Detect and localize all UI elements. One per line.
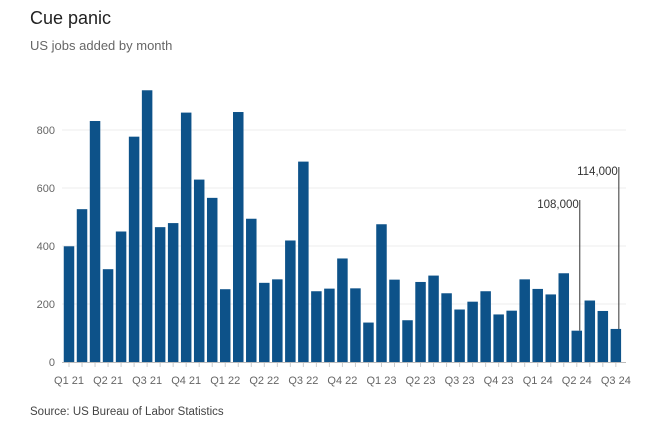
y-tick-label: 800 bbox=[37, 125, 55, 137]
bar bbox=[219, 289, 231, 362]
bar bbox=[350, 288, 361, 362]
bar bbox=[597, 310, 609, 362]
bar bbox=[610, 328, 622, 362]
bar bbox=[415, 281, 426, 362]
x-tick-label: Q3 21 bbox=[132, 375, 162, 387]
bar bbox=[493, 314, 504, 362]
bar bbox=[441, 293, 452, 362]
y-tick-label: 200 bbox=[37, 299, 55, 311]
x-tick-label: Q3 22 bbox=[288, 375, 318, 387]
bar bbox=[506, 310, 517, 362]
bar bbox=[128, 136, 140, 362]
x-tick-label: Q1 23 bbox=[366, 375, 396, 387]
bar bbox=[259, 282, 270, 362]
annotation-label: 114,000 bbox=[577, 166, 618, 178]
bar bbox=[246, 218, 257, 362]
x-tick-label: Q2 23 bbox=[406, 375, 436, 387]
x-tick-label: Q4 21 bbox=[171, 375, 201, 387]
bar bbox=[376, 224, 387, 362]
x-tick-label: Q2 21 bbox=[93, 375, 123, 387]
bar bbox=[545, 294, 556, 362]
bar bbox=[454, 309, 465, 362]
chart-title: Cue panic bbox=[30, 8, 112, 28]
bar bbox=[337, 258, 348, 362]
bar bbox=[180, 112, 192, 362]
bar bbox=[154, 227, 166, 362]
bar bbox=[584, 300, 596, 362]
bar bbox=[102, 269, 114, 362]
bar bbox=[571, 330, 583, 362]
bar bbox=[311, 291, 322, 362]
y-tick-label: 0 bbox=[49, 357, 55, 369]
x-tick-label: Q4 23 bbox=[484, 375, 514, 387]
bar bbox=[141, 90, 153, 363]
bar bbox=[285, 240, 296, 362]
x-tick-label: Q1 22 bbox=[210, 375, 240, 387]
bar bbox=[115, 231, 127, 362]
bar bbox=[467, 301, 478, 362]
annotation-label: 108,000 bbox=[537, 199, 579, 211]
bar bbox=[389, 279, 400, 362]
bar bbox=[76, 209, 88, 362]
bar bbox=[402, 320, 413, 362]
bar bbox=[324, 288, 335, 362]
bar bbox=[532, 288, 543, 362]
y-tick-label: 400 bbox=[37, 241, 55, 253]
y-tick-label: 600 bbox=[37, 183, 55, 195]
bar bbox=[298, 161, 309, 362]
chart-subtitle: US jobs added by month bbox=[30, 38, 173, 53]
source-note: Source: US Bureau of Labor Statistics bbox=[30, 406, 224, 418]
x-tick-label: Q2 22 bbox=[249, 375, 279, 387]
bar bbox=[233, 112, 244, 363]
bar bbox=[167, 223, 179, 362]
x-tick-label: Q3 24 bbox=[601, 375, 631, 387]
bar bbox=[89, 121, 101, 362]
bar bbox=[480, 291, 491, 362]
x-tick-label: Q1 24 bbox=[523, 375, 553, 387]
bar bbox=[519, 279, 530, 362]
bar bbox=[63, 246, 75, 362]
bar bbox=[428, 275, 439, 362]
x-tick-label: Q1 21 bbox=[54, 375, 84, 387]
x-tick-label: Q2 24 bbox=[562, 375, 592, 387]
bar bbox=[558, 273, 570, 362]
bar bbox=[206, 197, 218, 362]
x-tick-label: Q4 22 bbox=[327, 375, 357, 387]
bar bbox=[363, 322, 374, 362]
bar bbox=[193, 179, 205, 362]
bar bbox=[272, 279, 283, 362]
x-tick-label: Q3 23 bbox=[445, 375, 475, 387]
